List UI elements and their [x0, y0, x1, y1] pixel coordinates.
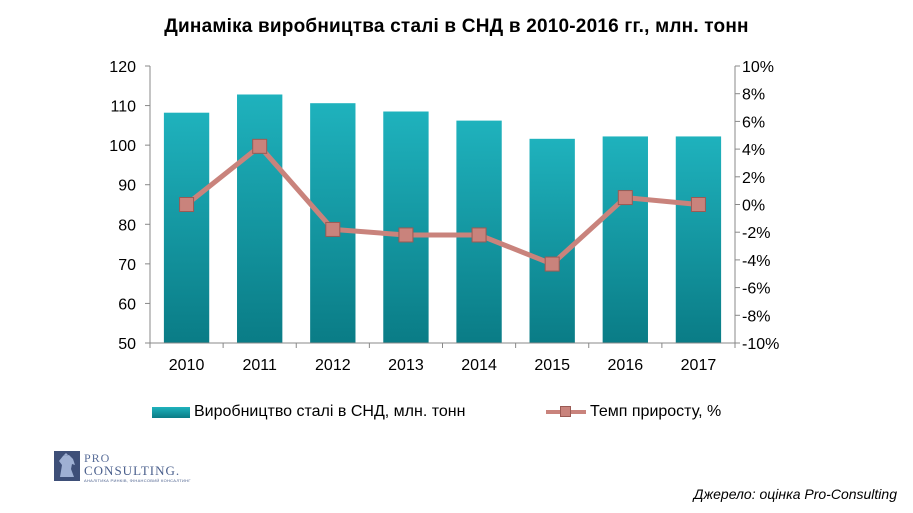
x-tick-label: 2014: [461, 357, 497, 374]
x-tick-label: 2017: [681, 357, 717, 374]
y-left-tick-label: 60: [118, 296, 136, 313]
growth-marker-2015: [544, 256, 560, 272]
logo-consulting-text: CONSULTING.: [84, 463, 181, 478]
y-right-tick-label: -10%: [742, 336, 779, 353]
y-right-tick-label: 8%: [742, 87, 765, 104]
y-right-tick-label: 2%: [742, 170, 765, 187]
y-right-tick-label: -6%: [742, 281, 770, 298]
logo-pro-text: PRO: [84, 451, 111, 465]
pro-consulting-logo: PRO CONSULTING. АНАЛІТИКА РИНКІВ, ФІНАНС…: [54, 451, 234, 485]
bar-2016: [602, 136, 648, 343]
bar-2011: [237, 94, 283, 344]
y-left-tick-label: 70: [118, 257, 136, 274]
bar-2010: [163, 112, 210, 344]
growth-marker-2012: [325, 221, 341, 237]
y-right-tick-label: 6%: [742, 114, 765, 131]
growth-marker-2017: [690, 197, 706, 212]
axes-layer: 50 60 70 80 90 100 110 120 -10% -8% -6% -4% -2% 0% 2% 4…: [109, 59, 779, 374]
growth-marker-2011: [252, 138, 268, 154]
chart-title: Динаміка виробництва сталі в СНД в 2010-…: [164, 16, 749, 37]
legend-item-growth: Темп приросту, %: [546, 401, 721, 423]
bar-2017: [675, 136, 722, 343]
y-left-tick-label: 110: [110, 99, 136, 116]
legend-label-production: Виробництво сталі в СНД, млн. тонн: [194, 403, 466, 420]
x-tick-label: 2015: [534, 357, 570, 374]
bars-layer: [163, 94, 722, 344]
growth-marker-2016: [617, 190, 633, 206]
bar-2015: [529, 138, 575, 343]
x-tick-label: 2012: [315, 357, 351, 374]
growth-rate-line: [185, 143, 699, 267]
line-layer: [179, 138, 706, 272]
legend-label-growth: Темп приросту, %: [590, 403, 722, 420]
legend-swatch-line: [546, 406, 586, 418]
y-right-tick-label: -2%: [742, 225, 770, 242]
y-left-tick-label: 100: [109, 138, 136, 155]
y-right-tick-label: 10%: [742, 59, 774, 76]
logo-horse-icon: [54, 451, 80, 481]
y-right-tick-label: 4%: [742, 142, 765, 159]
growth-marker-2010: [179, 197, 195, 212]
y-right-tick-label: -4%: [742, 253, 770, 270]
y-right-tick-label: 0%: [742, 198, 765, 215]
y-left-tick-label: 80: [118, 217, 136, 234]
logo-tagline: АНАЛІТИКА РИНКІВ, ФІНАНСОВИЙ КОНСАЛТИНГ: [84, 478, 191, 483]
x-tick-label: 2010: [169, 357, 205, 374]
legend-item-production: Виробництво сталі в СНД, млн. тонн: [152, 401, 465, 423]
source-note: Джерело: оцінка Pro-Consulting: [693, 486, 897, 502]
x-tick-label: 2011: [242, 357, 277, 374]
legend-swatch-bars: [152, 406, 190, 418]
y-left-tick-label: 90: [118, 178, 136, 195]
y-right-tick-label: -8%: [742, 308, 770, 325]
growth-marker-2013: [398, 227, 414, 243]
growth-marker-2014: [471, 227, 487, 243]
bar-2013: [383, 111, 429, 343]
y-left-tick-label: 50: [118, 336, 136, 353]
x-tick-label: 2013: [388, 357, 424, 374]
x-tick-label: 2016: [608, 357, 644, 374]
y-left-tick-label: 120: [109, 59, 136, 76]
